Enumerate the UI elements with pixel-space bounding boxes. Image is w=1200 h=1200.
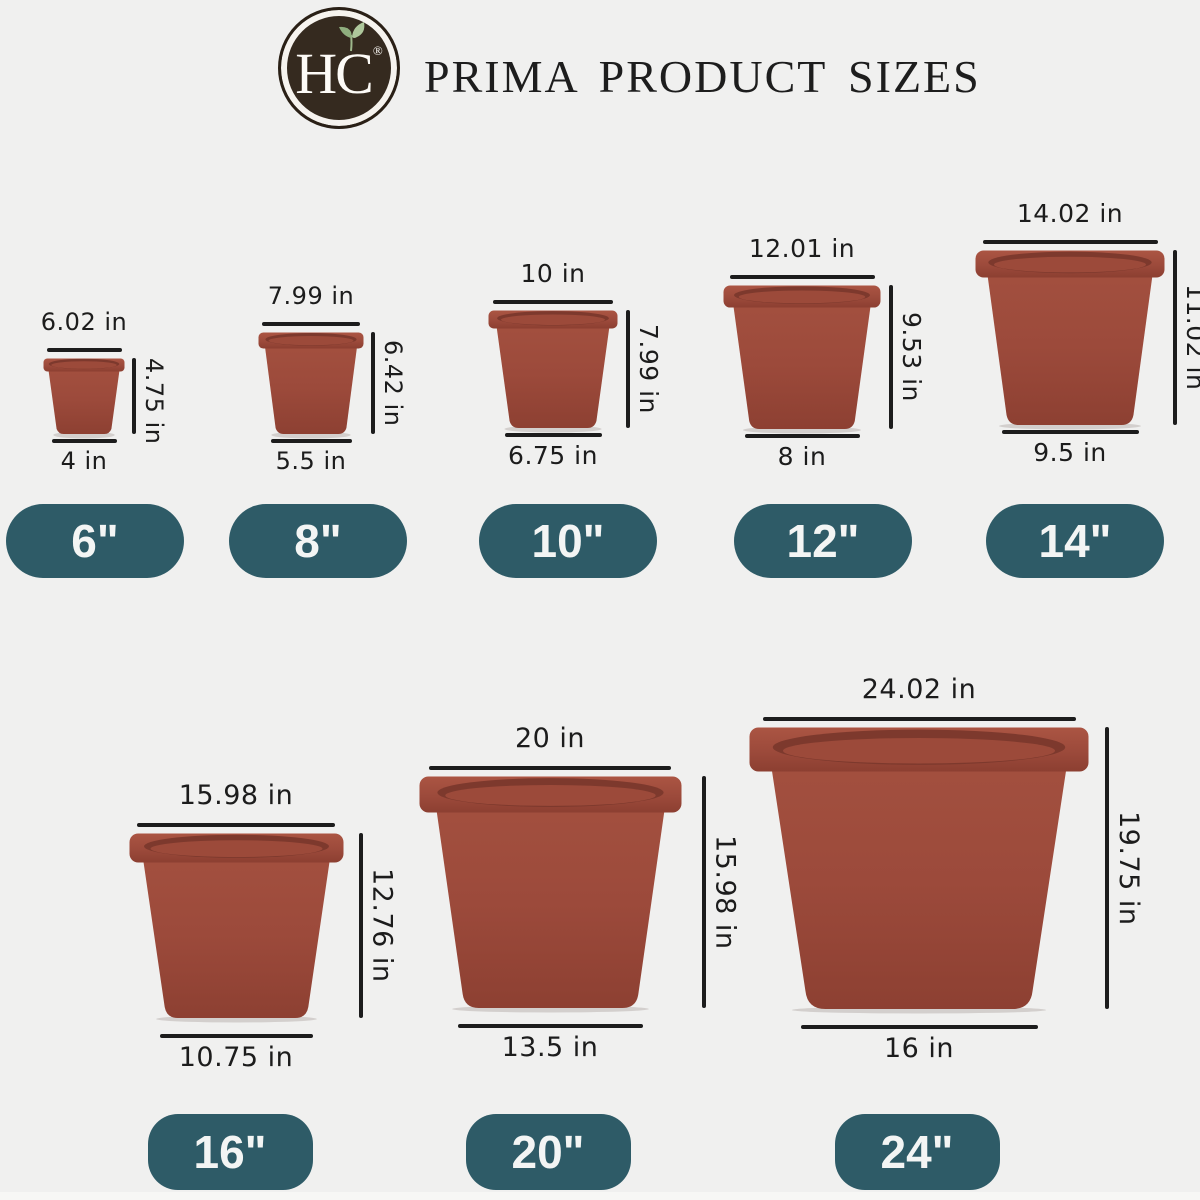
top-diameter-label: 24.02 in [861, 674, 977, 705]
base-diameter-line [457, 1024, 643, 1028]
top-diameter-line [729, 275, 875, 279]
top-diameter-label: 20 in [514, 723, 586, 754]
pot-figure [975, 250, 1165, 430]
base-diameter-label: 10.75 in [178, 1042, 294, 1073]
height-label: 15.98 in [709, 834, 741, 950]
top-diameter-label: 10 in [520, 259, 586, 288]
base-diameter-line [744, 434, 860, 438]
base-diameter-label: 6.75 in [508, 441, 598, 470]
size-badge-10in: 10" [479, 504, 657, 578]
base-diameter-line [504, 433, 602, 437]
leaf-icon [339, 22, 365, 52]
size-badge-label: 6" [71, 515, 119, 567]
height-line [358, 833, 363, 1018]
base-diameter-line [1001, 430, 1139, 434]
size-badge-6in: 6" [6, 504, 184, 578]
size-badge-label: 10" [531, 515, 605, 567]
pot-figure [258, 332, 364, 439]
pot-figure [419, 776, 681, 1013]
top-diameter-line [137, 823, 335, 827]
pot-figure [488, 310, 618, 433]
base-diameter-line [270, 439, 352, 443]
height-line [626, 310, 630, 428]
top-diameter-line [762, 717, 1076, 721]
size-badge-label: 16" [193, 1126, 267, 1178]
base-diameter-label: 9.5 in [1033, 438, 1107, 467]
height-label: 6.42 in [379, 339, 407, 427]
top-diameter-line [262, 322, 360, 326]
height-label: 9.53 in [897, 312, 926, 402]
page-title: PRIMA PRODUCT SIZES [424, 51, 981, 102]
size-badge-8in: 8" [229, 504, 407, 578]
height-line [1173, 250, 1177, 425]
size-badge-24in: 24" [834, 1114, 1000, 1190]
size-badge-label: 8" [294, 515, 342, 567]
top-diameter-line [493, 300, 613, 304]
height-label: 7.99 in [634, 324, 663, 414]
height-label: 4.75 in [140, 358, 168, 445]
base-diameter-label: 13.5 in [501, 1032, 599, 1063]
base-diameter-label: 16 in [883, 1033, 955, 1064]
height-label: 12.76 in [366, 868, 398, 983]
top-diameter-line [46, 348, 122, 352]
pot-figure [723, 285, 881, 434]
base-diameter-line [51, 439, 117, 443]
bottom-strip [0, 1192, 1200, 1200]
height-line [132, 358, 136, 434]
height-line [889, 285, 893, 429]
top-diameter-line [429, 766, 671, 770]
top-diameter-line [982, 240, 1158, 244]
height-line [701, 776, 706, 1008]
top-diameter-label: 6.02 in [40, 308, 128, 336]
height-line [1105, 727, 1109, 1009]
size-badge-label: 20" [511, 1126, 585, 1178]
height-line [371, 332, 375, 434]
top-diameter-label: 12.01 in [748, 234, 856, 263]
top-diameter-label: 15.98 in [178, 780, 294, 811]
pot-figure [749, 727, 1089, 1014]
size-badge-label: 24" [880, 1126, 954, 1178]
pot-figure [43, 358, 125, 439]
height-label: 11.02 in [1181, 284, 1200, 391]
base-diameter-line [800, 1025, 1038, 1029]
size-badge-12in: 12" [734, 504, 912, 578]
pot-figure [129, 833, 343, 1023]
top-diameter-label: 7.99 in [267, 282, 355, 310]
size-badge-14in: 14" [986, 504, 1164, 578]
height-label: 19.75 in [1113, 810, 1144, 926]
logo-text: HC® [295, 41, 383, 106]
size-badge-20in: 20" [465, 1114, 631, 1190]
base-diameter-label: 4 in [60, 447, 108, 475]
size-badge-16in: 16" [147, 1114, 313, 1190]
base-diameter-line [159, 1034, 313, 1038]
size-badge-label: 14" [1038, 515, 1112, 567]
base-diameter-label: 8 in [777, 442, 827, 471]
registered-mark: ® [372, 43, 383, 58]
base-diameter-label: 5.5 in [275, 447, 347, 475]
brand-logo: HC® [278, 7, 400, 129]
top-diameter-label: 14.02 in [1016, 199, 1124, 228]
size-badge-label: 12" [786, 515, 860, 567]
